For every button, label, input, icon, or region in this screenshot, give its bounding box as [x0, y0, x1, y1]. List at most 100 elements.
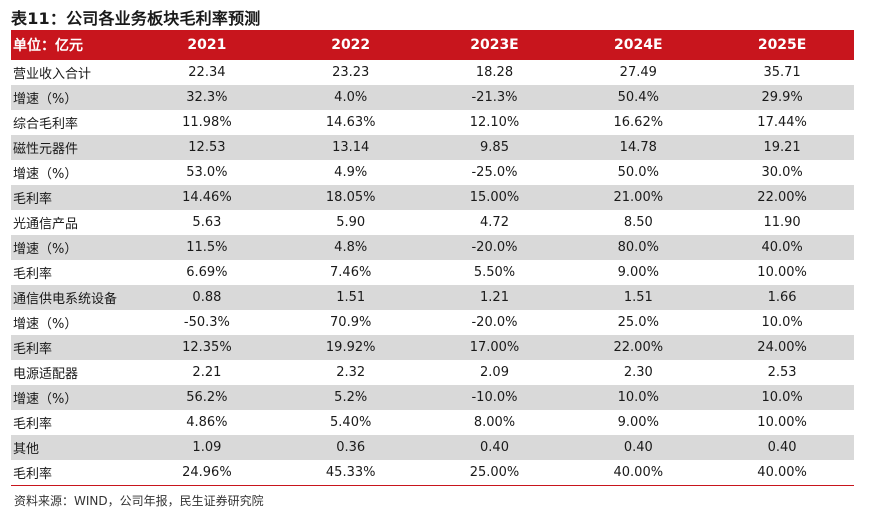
- table-cell: 80.0%: [566, 235, 711, 260]
- table-cell: 1.66: [710, 285, 854, 310]
- table-cell: 24.00%: [710, 335, 854, 360]
- table-cell: 25.00%: [422, 460, 567, 486]
- header-2023e: 2023E: [422, 30, 567, 60]
- table-cell: -20.0%: [422, 235, 567, 260]
- table-cell: 23.23: [332, 65, 370, 80]
- header-2021: 2021: [135, 30, 279, 60]
- table-cell: 17.44%: [757, 115, 807, 130]
- table-cell: 56.2%: [135, 385, 279, 410]
- table-cell: 7.46%: [330, 265, 372, 280]
- table-cell: 10.0%: [710, 385, 854, 410]
- table-cell: 1.51: [566, 285, 711, 310]
- table-cell: 18.28: [475, 65, 514, 80]
- table-row: 毛利率 6.69% 7.46% 5.50% 9.00% 10.00%: [11, 260, 854, 285]
- header-unit: 单位：亿元: [11, 30, 135, 60]
- table-cell: 4.9%: [334, 165, 368, 180]
- row-label: 增速（%）: [11, 235, 135, 260]
- table-cell: 10.00%: [757, 415, 807, 430]
- table-cell: 45.33%: [278, 460, 423, 486]
- table-cell: 40.00%: [710, 460, 854, 486]
- table-cell: 14.46%: [135, 185, 279, 210]
- table-cell: 4.72: [480, 215, 509, 230]
- row-label: 增速（%）: [11, 385, 135, 410]
- table-row: 磁性元器件 12.53 13.14 9.85 14.78 19.21: [11, 135, 854, 160]
- table-row: 通信供电系统设备 0.88 1.51 1.21 1.51 1.66: [11, 285, 854, 310]
- row-label: 营业收入合计: [13, 67, 92, 82]
- table-cell: 13.14: [278, 135, 423, 160]
- table-cell: 17.00%: [422, 335, 567, 360]
- table-cell: 0.40: [566, 435, 711, 460]
- table-cell: 24.96%: [135, 460, 279, 486]
- header-2025e: 2025E: [710, 30, 854, 60]
- table-cell: 5.50%: [473, 265, 516, 280]
- table-row: 增速（%） 53.0% 4.9% -25.0% 50.0% 30.0%: [11, 160, 854, 185]
- table-cell: 19.92%: [278, 335, 423, 360]
- table-row: 增速（%） 11.5% 4.8% -20.0% 80.0% 40.0%: [11, 235, 854, 260]
- table-cell: -21.3%: [422, 85, 567, 110]
- row-label: 增速（%）: [13, 317, 78, 332]
- table-cell: -20.0%: [471, 315, 518, 330]
- table-cell: 10.0%: [566, 385, 711, 410]
- table-cell: 4.8%: [278, 235, 423, 260]
- table-cell: 8.00%: [473, 415, 516, 430]
- table-row: 综合毛利率 11.98% 14.63% 12.10% 16.62% 17.44%: [11, 110, 854, 135]
- table-cell: 2.30: [623, 365, 653, 380]
- table-row: 毛利率 4.86% 5.40% 8.00% 9.00% 10.00%: [11, 410, 854, 435]
- table-cell: 4.86%: [186, 415, 228, 430]
- table-cell: 22.00%: [710, 185, 854, 210]
- table-cell: 9.85: [422, 135, 567, 160]
- row-label: 毛利率: [13, 417, 53, 432]
- table-cell: 35.71: [763, 65, 801, 80]
- table-cell: 12.53: [135, 135, 279, 160]
- table-cell: 40.00%: [566, 460, 711, 486]
- table-row: 毛利率 12.35% 19.92% 17.00% 22.00% 24.00%: [11, 335, 854, 360]
- table-cell: 9.00%: [617, 415, 659, 430]
- table-header-row: 单位：亿元 2021 2022 2023E 2024E 2025E: [11, 30, 854, 60]
- table-cell: 25.0%: [617, 315, 659, 330]
- row-label: 光通信产品: [13, 217, 79, 232]
- table-cell: 12.35%: [135, 335, 279, 360]
- table-row: 增速（%） -50.3% 70.9% -20.0% 25.0% 10.0%: [11, 310, 854, 335]
- table-cell: 21.00%: [566, 185, 711, 210]
- row-label: 磁性元器件: [11, 135, 135, 160]
- table-cell: 22.00%: [566, 335, 711, 360]
- table-cell: 32.3%: [135, 85, 279, 110]
- table-cell: 11.90: [763, 215, 801, 230]
- row-label: 综合毛利率: [13, 117, 79, 132]
- table-cell: 2.21: [192, 365, 222, 380]
- table-row: 增速（%） 56.2% 5.2% -10.0% 10.0% 10.0%: [11, 385, 854, 410]
- table-cell: 6.69%: [186, 265, 228, 280]
- table-cell: 30.0%: [761, 165, 803, 180]
- table-cell: 22.34: [188, 65, 226, 80]
- header-2022: 2022: [278, 30, 423, 60]
- table-cell: 18.05%: [278, 185, 423, 210]
- table-cell: 11.5%: [135, 235, 279, 260]
- table-cell: 5.90: [336, 215, 366, 230]
- table-cell: 0.40: [710, 435, 854, 460]
- table-row: 毛利率 14.46% 18.05% 15.00% 21.00% 22.00%: [11, 185, 854, 210]
- source-note: 资料来源：WIND，公司年报，民生证券研究院: [14, 494, 264, 508]
- table-row: 光通信产品 5.63 5.90 4.72 8.50 11.90: [11, 210, 854, 235]
- table-cell: 4.0%: [278, 85, 423, 110]
- table-cell: 16.62%: [613, 115, 664, 130]
- table-cell: 2.32: [336, 365, 366, 380]
- row-label: 毛利率: [11, 335, 135, 360]
- row-label: 增速（%）: [13, 167, 78, 182]
- table-cell: 27.49: [619, 65, 657, 80]
- table-cell: 40.0%: [710, 235, 854, 260]
- row-label: 毛利率: [13, 267, 53, 282]
- table-cell: 10.00%: [757, 265, 807, 280]
- row-label: 电源适配器: [13, 367, 79, 382]
- header-2024e: 2024E: [566, 30, 711, 60]
- table-row: 电源适配器 2.21 2.32 2.09 2.30 2.53: [11, 360, 854, 385]
- table-cell: 8.50: [623, 215, 653, 230]
- table-cell: 9.00%: [617, 265, 659, 280]
- table-cell: 12.10%: [469, 115, 520, 130]
- table-cell: 0.40: [422, 435, 567, 460]
- table-cell: 19.21: [710, 135, 854, 160]
- table-title: 表11：公司各业务板块毛利率预测: [11, 9, 261, 28]
- table-row: 增速（%） 32.3% 4.0% -21.3% 50.4% 29.9%: [11, 85, 854, 110]
- table-cell: 0.36: [278, 435, 423, 460]
- row-label: 增速（%）: [11, 85, 135, 110]
- table-cell: 1.51: [278, 285, 423, 310]
